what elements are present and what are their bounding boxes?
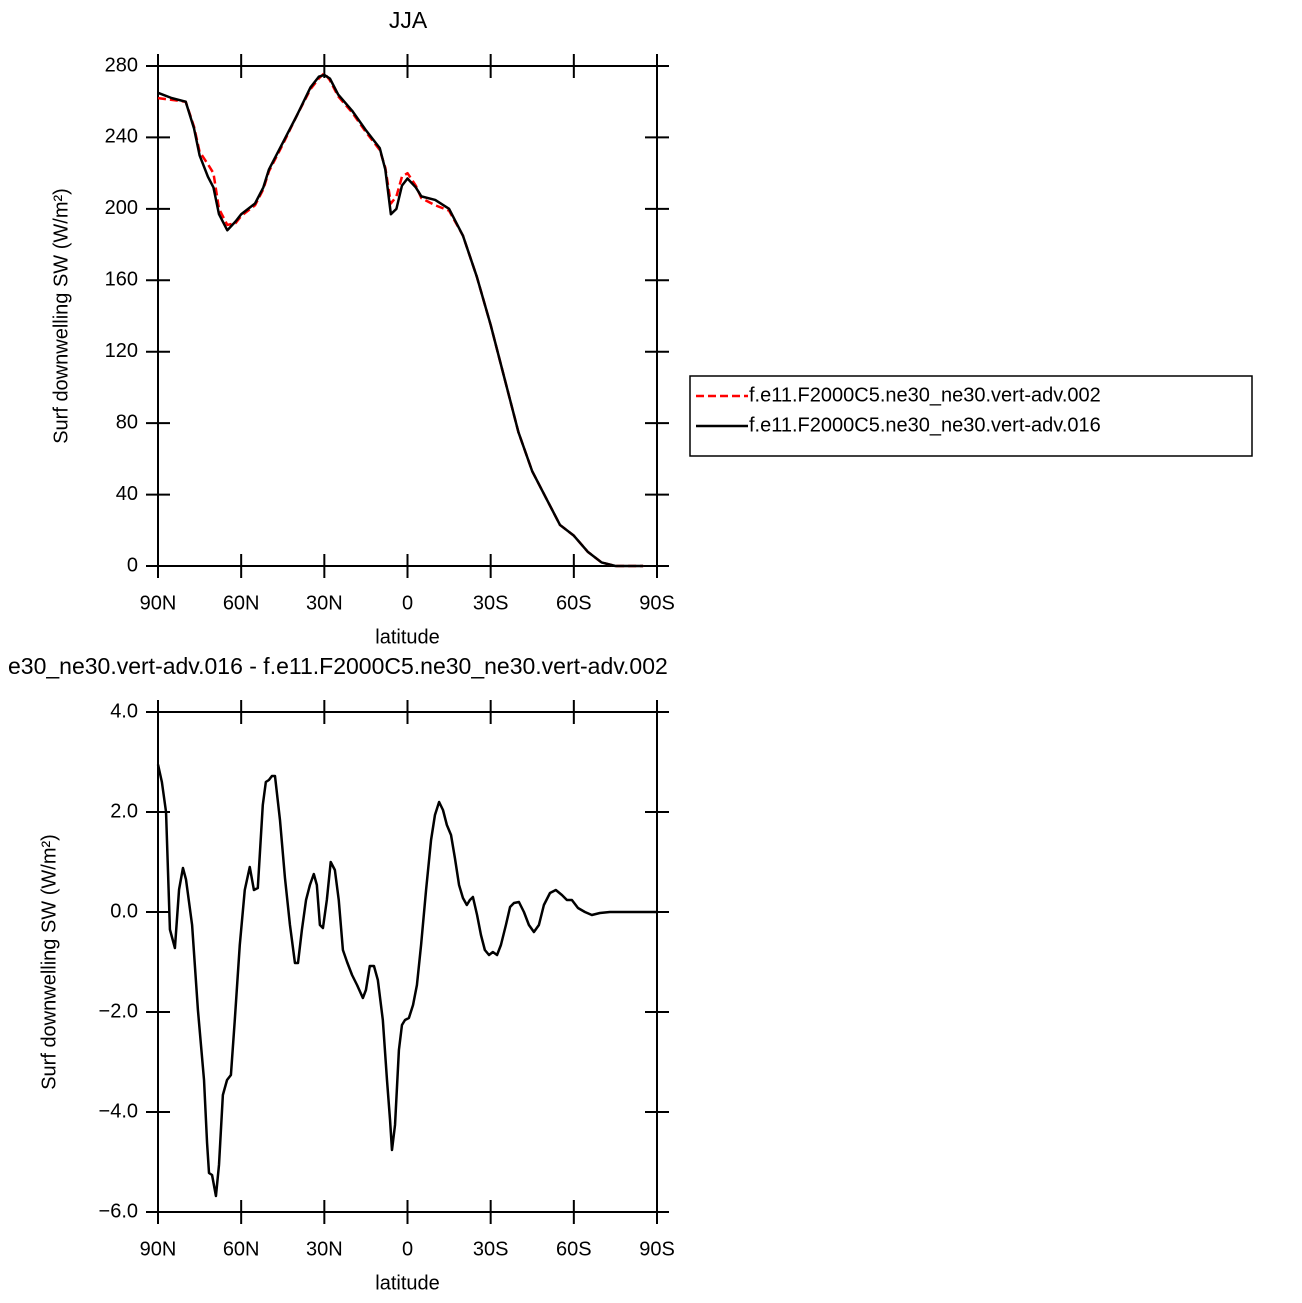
x-tick-label: 0 xyxy=(402,1238,413,1260)
y-tick-label: 280 xyxy=(105,54,138,76)
x-tick-label: 30S xyxy=(473,1238,509,1260)
legend-box xyxy=(689,375,1253,457)
y-tick-label: 80 xyxy=(116,411,138,433)
legend-label: f.e11.F2000C5.ne30_ne30.vert-adv.002 xyxy=(749,384,1101,406)
y-tick-label: 240 xyxy=(105,126,138,148)
y-tick-label: 120 xyxy=(105,340,138,362)
x-tick-label: 60S xyxy=(556,592,592,614)
x-tick-label: 90S xyxy=(639,592,675,614)
y-tick-label: 2.0 xyxy=(110,800,138,822)
y-tick-label: 0 xyxy=(127,554,138,576)
y-axis-label: Surf downwelling SW (W/m²) xyxy=(38,834,60,1090)
y-axis-label: Surf downwelling SW (W/m²) xyxy=(50,188,72,444)
y-tick-label: −4.0 xyxy=(99,1100,138,1122)
legend-label: f.e11.F2000C5.ne30_ne30.vert-adv.016 xyxy=(749,414,1101,436)
plot-frame xyxy=(157,65,658,567)
x-tick-label: 30N xyxy=(306,592,343,614)
y-tick-label: 160 xyxy=(105,269,138,291)
x-tick-label: 90S xyxy=(639,1238,675,1260)
plot-frame xyxy=(157,711,658,1213)
y-tick-label: 40 xyxy=(116,483,138,505)
chart-title: JJA xyxy=(389,7,428,33)
y-tick-label: −2.0 xyxy=(99,1000,138,1022)
x-tick-label: 60S xyxy=(556,1238,592,1260)
y-tick-label: 0.0 xyxy=(110,900,138,922)
x-tick-label: 30S xyxy=(473,592,509,614)
x-tick-label: 30N xyxy=(306,1238,343,1260)
y-tick-label: 4.0 xyxy=(110,700,138,722)
chart-title: e30_ne30.vert-adv.016 - f.e11.F2000C5.ne… xyxy=(8,653,668,679)
x-axis-label: latitude xyxy=(375,1272,440,1294)
x-tick-label: 60N xyxy=(223,592,260,614)
y-tick-label: −6.0 xyxy=(99,1200,138,1222)
x-tick-label: 90N xyxy=(140,1238,177,1260)
data-line xyxy=(157,73,644,568)
data-line xyxy=(156,764,657,1198)
x-tick-label: 0 xyxy=(402,592,413,614)
x-tick-label: 90N xyxy=(140,592,177,614)
data-line xyxy=(157,71,644,568)
x-axis-label: latitude xyxy=(375,626,440,648)
y-tick-label: 200 xyxy=(105,197,138,219)
x-tick-label: 60N xyxy=(223,1238,260,1260)
